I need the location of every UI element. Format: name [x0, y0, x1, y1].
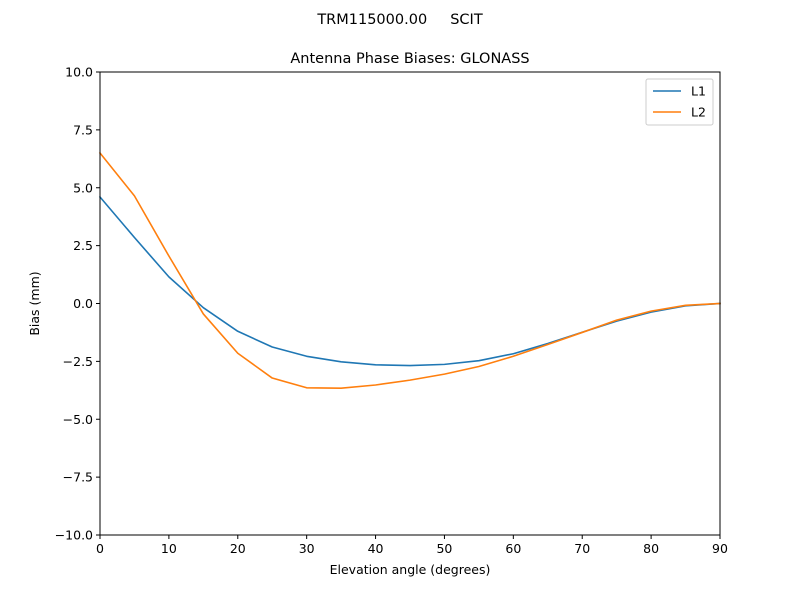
y-tick-label: 7.5 — [73, 122, 93, 137]
x-axis-label: Elevation angle (degrees) — [330, 562, 491, 577]
y-tick-label: −2.5 — [63, 354, 93, 369]
x-tick-label: 90 — [712, 541, 728, 556]
chart-title: Antenna Phase Biases: GLONASS — [290, 51, 529, 67]
x-tick-label: 10 — [161, 541, 177, 556]
x-tick-label: 0 — [96, 541, 104, 556]
series-line-l2 — [98, 151, 721, 390]
y-tick-label: 2.5 — [73, 238, 93, 253]
x-axis: 0 10 20 30 40 50 60 70 80 90 — [96, 535, 728, 556]
x-tick-label: 30 — [299, 541, 315, 556]
series-line-l1 — [98, 195, 721, 367]
y-tick-label: 0.0 — [73, 296, 93, 311]
y-axis: −10.0 −7.5 −5.0 −2.5 0.0 2.5 5.0 7.5 10.0 — [55, 65, 100, 543]
legend-label-l1: L1 — [691, 84, 706, 99]
x-tick-label: 80 — [643, 541, 659, 556]
y-tick-label: −7.5 — [63, 470, 93, 485]
x-tick-label: 20 — [230, 541, 246, 556]
figure-suptitle: TRM115000.00 SCIT — [316, 12, 483, 28]
series-layer — [98, 151, 721, 390]
x-tick-label: 60 — [505, 541, 521, 556]
y-tick-label: −5.0 — [63, 412, 93, 427]
x-tick-label: 70 — [574, 541, 590, 556]
y-tick-label: 5.0 — [73, 180, 93, 195]
y-tick-label: −10.0 — [55, 528, 93, 543]
legend-label-l2: L2 — [691, 105, 706, 120]
x-tick-label: 40 — [368, 541, 384, 556]
y-axis-label: Bias (mm) — [27, 271, 42, 335]
y-tick-label: 10.0 — [65, 65, 93, 80]
x-tick-label: 50 — [436, 541, 452, 556]
